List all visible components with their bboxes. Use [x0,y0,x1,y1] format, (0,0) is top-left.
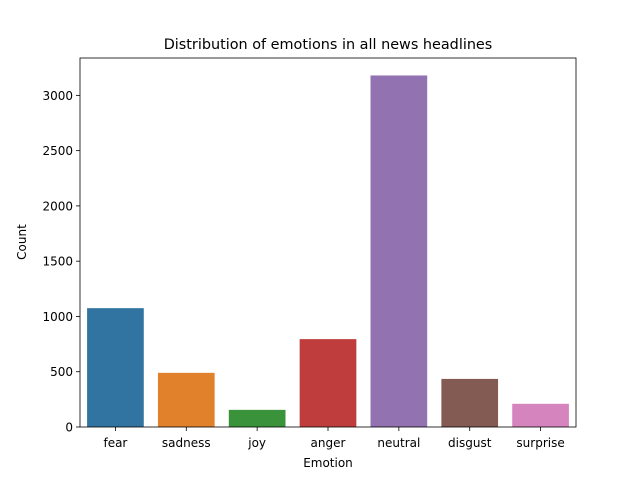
y-axis-label: Count [15,224,29,260]
bar-joy [228,409,286,427]
x-tick-label-neutral: neutral [377,436,420,450]
x-axis: fear sadness joy anger neutral disgust surpris… [103,427,565,450]
x-tick-label-fear: fear [103,436,127,450]
bar-anger [299,339,357,427]
y-tick-label-500: 500 [50,365,73,379]
bars-group [87,75,569,427]
y-tick-label-1000: 1000 [42,310,73,324]
x-tick-label-surprise: surprise [516,436,564,450]
y-tick-label-0: 0 [65,421,73,435]
plot-frame [79,57,577,428]
y-tick-label-2000: 2000 [42,199,73,213]
x-tick-label-sadness: sadness [162,436,211,450]
bar-surprise [512,403,569,427]
bar-fear [87,308,144,427]
y-tick-label-1500: 1500 [42,255,73,269]
x-tick-label-anger: anger [311,436,346,450]
chart-title: Distribution of emotions in all news hea… [164,37,493,53]
bar-neutral [370,75,428,427]
x-tick-label-joy: joy [247,436,266,450]
y-tick-label-2500: 2500 [42,144,73,158]
x-tick-label-disgust: disgust [448,436,492,450]
bar-disgust [441,378,499,427]
y-axis: 0 500 1000 1500 2000 2500 3000 [42,89,80,435]
x-axis-label: Emotion [303,456,353,470]
bar-sadness [157,372,215,427]
y-tick-label-3000: 3000 [42,89,73,103]
